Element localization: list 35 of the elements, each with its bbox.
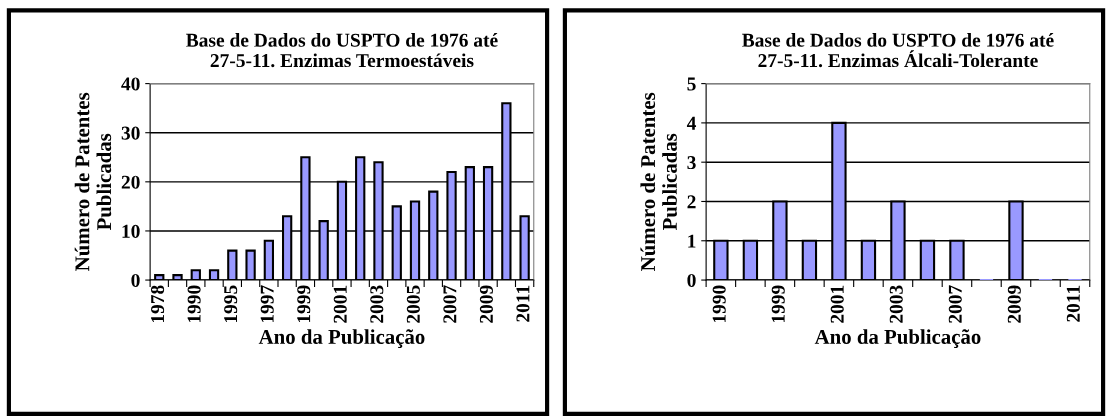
- y-tick-label: 3: [687, 156, 696, 170]
- x-tick-label: 2005: [406, 285, 420, 323]
- y-tick-label: 1: [688, 234, 696, 248]
- x-tick-label: 2001: [830, 285, 844, 323]
- y-axis-title: Número de Patentes Publicadas: [640, 92, 677, 271]
- x-tick-label: 2007: [443, 285, 457, 323]
- x-tick-label: 1997: [260, 285, 274, 323]
- y-tick-label: 0: [687, 273, 696, 287]
- y-tick-label: 5: [687, 77, 696, 91]
- x-tick-label: 1999: [771, 285, 785, 323]
- chart-title: Base de Dados do USPTO de 1976 até 27-5-11. Enzimas Termoestáveis: [186, 33, 498, 68]
- y-tick-label: 10: [122, 224, 140, 238]
- x-tick-label: 2009: [479, 285, 493, 323]
- x-tick-label: 2007: [948, 285, 962, 323]
- x-tick-label: 1999: [297, 285, 311, 323]
- x-tick-label: 2011: [516, 285, 530, 322]
- x-tick-label: 1990: [712, 285, 726, 323]
- x-tick-label: 1978: [151, 285, 165, 323]
- x-tick-label: 1995: [224, 285, 238, 323]
- y-tick-label: 2: [687, 195, 696, 209]
- y-tick-label: 0: [131, 273, 140, 287]
- y-tick-label: 20: [121, 175, 140, 189]
- x-tick-label: 2003: [370, 285, 384, 323]
- y-tick-label: 30: [121, 126, 140, 140]
- x-tick-label: 2009: [1007, 285, 1021, 323]
- x-tick-label: 1990: [187, 285, 201, 323]
- chart-title: Base de Dados do USPTO de 1976 até 27-5-11. Enzimas Álcali-Tolerante: [742, 33, 1054, 68]
- y-tick-label: 40: [121, 77, 140, 91]
- y-tick-label: 4: [686, 116, 697, 130]
- x-axis-title: Ano da Publicação: [258, 329, 425, 348]
- y-axis-title: Número de Patentes Publicadas: [74, 92, 112, 271]
- x-axis-title: Ano da Publicação: [814, 329, 981, 348]
- x-tick-label: 2001: [333, 285, 347, 323]
- x-tick-label: 2011: [1066, 285, 1080, 322]
- x-tick-label: 2003: [889, 285, 903, 323]
